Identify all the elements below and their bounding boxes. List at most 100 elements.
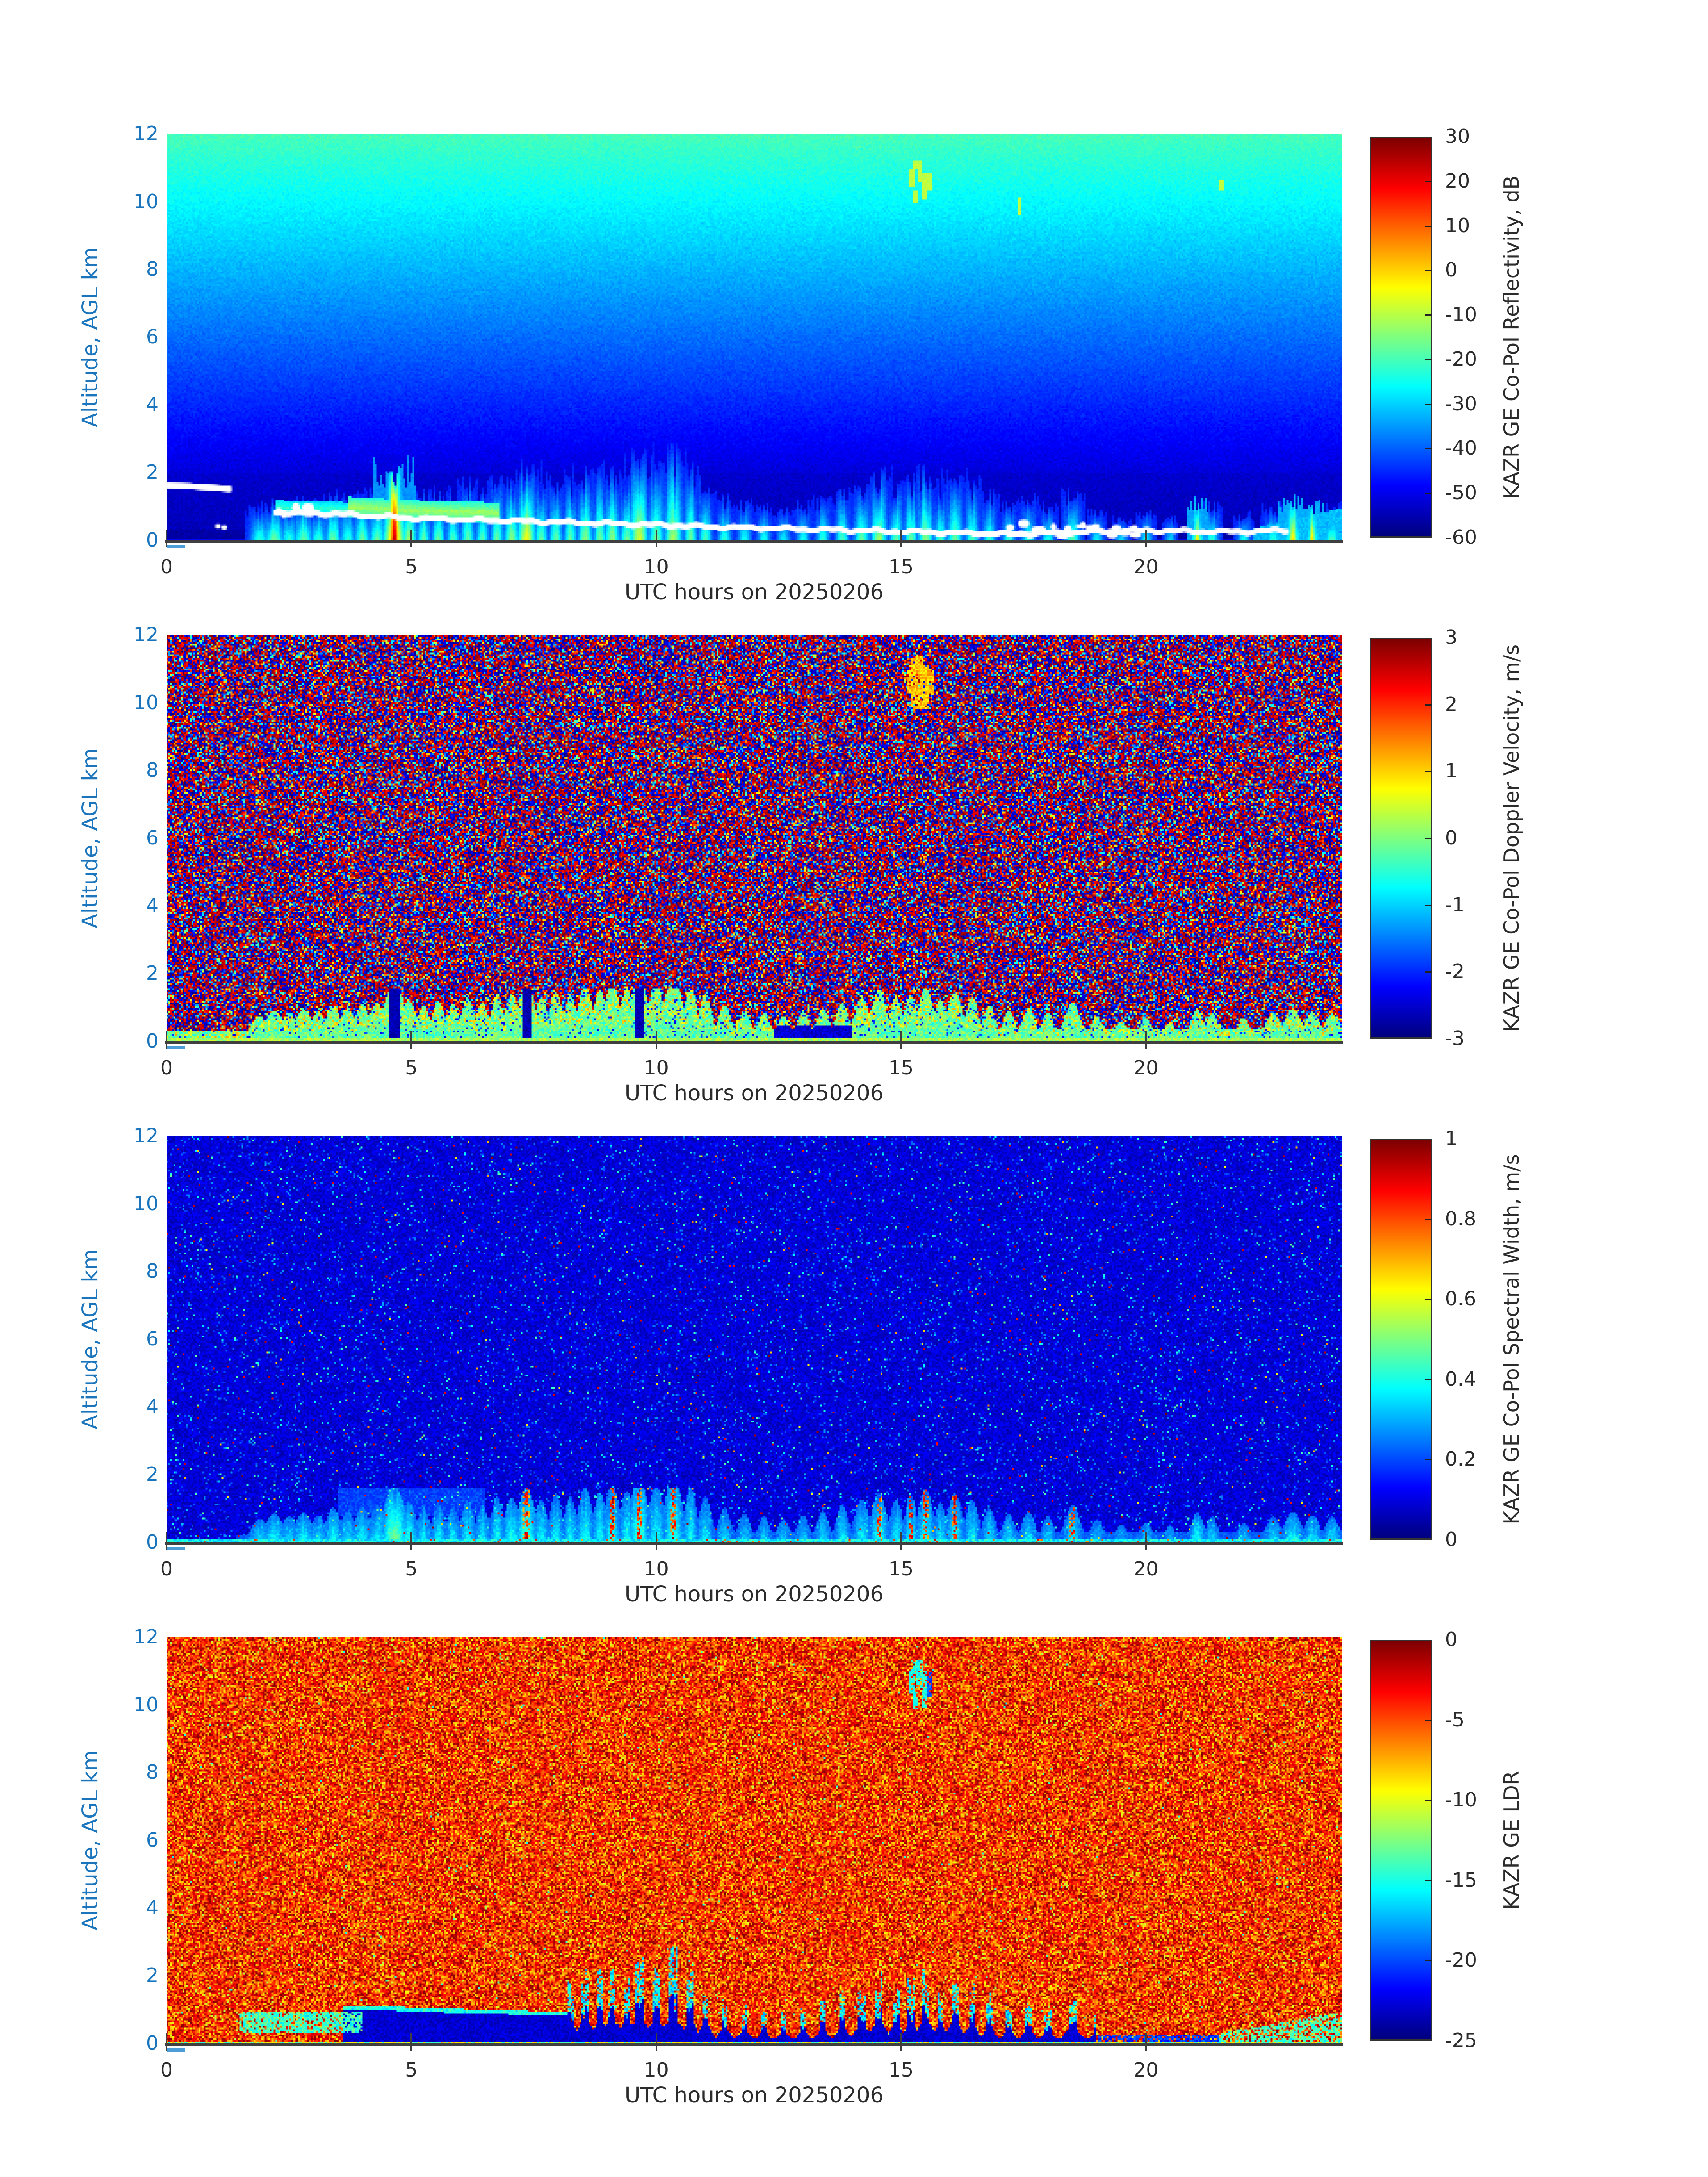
colorbar-velocity [1370, 638, 1432, 1039]
x-tick-mark [166, 2033, 167, 2051]
colorbar-tick-label: -50 [1445, 481, 1477, 505]
colorbar-tick-mark [1425, 1299, 1432, 1300]
x-tick-mark [655, 2033, 657, 2051]
y-tick-label: 0 [146, 2032, 159, 2055]
x-tick-mark [1145, 1532, 1147, 1550]
colorbar-tick-label: 1 [1445, 1127, 1457, 1150]
x-tick-label: 15 [889, 1558, 914, 1580]
colorbar-gradient [1371, 1140, 1431, 1538]
colorbar-tick-label: 20 [1445, 169, 1470, 192]
colorbar-tick-mark [1425, 314, 1432, 316]
y-tick-label: 6 [146, 326, 159, 348]
x-tick-label: 5 [405, 1057, 418, 1079]
colorbar-tick-label: 1 [1445, 760, 1457, 783]
colorbar-tick-mark [1425, 270, 1432, 272]
x-tick-label: 15 [889, 556, 914, 578]
x-axis-line [165, 540, 1343, 543]
x-tick-mark [166, 1031, 167, 1049]
y-tick-label: 8 [146, 1260, 159, 1283]
colorbar-tick-label: 10 [1445, 214, 1470, 237]
x-tick-mark [900, 530, 902, 547]
colorbar-tick-label: -1 [1445, 893, 1465, 916]
x-axis-title: UTC hours on 20250206 [625, 1081, 884, 1106]
colorbar-reflectivity [1370, 137, 1432, 538]
x-axis-title: UTC hours on 20250206 [625, 580, 884, 605]
x-tick-mark [1145, 1031, 1147, 1049]
colorbar-tick-mark [1425, 838, 1432, 839]
y-zero-tick [167, 545, 185, 548]
y-zero-tick [167, 2048, 185, 2052]
colorbar-tick-mark [1425, 403, 1432, 405]
colorbar-tick-label: -15 [1445, 1868, 1477, 1892]
colorbar-tick-label: 3 [1445, 626, 1457, 649]
colorbar-title: KAZR GE LDR [1499, 1771, 1524, 1910]
colorbar-tick-label: 0 [1445, 1528, 1457, 1551]
colorbar-tick-mark [1425, 1379, 1432, 1380]
colorbar-tick-label: -60 [1445, 526, 1477, 549]
x-tick-label: 10 [643, 2059, 669, 2081]
colorbar-tick-label: 0.8 [1445, 1207, 1476, 1230]
colorbar-tick-label: -25 [1445, 2029, 1477, 2052]
y-tick-label: 12 [134, 623, 159, 646]
x-tick-mark [655, 1031, 657, 1049]
y-tick-label: 4 [146, 393, 159, 416]
colorbar-tick-mark [1425, 704, 1432, 706]
colorbar-tick-mark [1425, 971, 1432, 973]
colorbar-tick-mark [1425, 1880, 1432, 1881]
x-tick-label: 0 [160, 2059, 173, 2081]
x-tick-label: 10 [643, 1558, 669, 1580]
y-tick-label: 12 [134, 1124, 159, 1147]
x-tick-mark [655, 530, 657, 547]
colorbar-tick-label: -3 [1445, 1027, 1465, 1050]
y-tick-label: 6 [146, 827, 159, 849]
x-tick-mark [166, 1532, 167, 1550]
y-tick-label: 10 [134, 1693, 159, 1716]
colorbar-tick-label: 0 [1445, 1628, 1457, 1651]
colorbar-tick-label: -2 [1445, 960, 1465, 983]
y-zero-tick [167, 1547, 185, 1550]
colorbar-gradient [1371, 639, 1431, 1037]
x-tick-mark [1145, 2033, 1147, 2051]
colorbar-spectral_width [1370, 1139, 1432, 1540]
colorbar-gradient [1371, 1641, 1431, 2039]
x-tick-mark [410, 530, 413, 547]
y-tick-label: 4 [146, 1395, 159, 1418]
colorbar-tick-label: -10 [1445, 1788, 1477, 1812]
y-tick-label: 8 [146, 1761, 159, 1784]
y-tick-label: 8 [146, 759, 159, 782]
colorbar-tick-label: -10 [1445, 303, 1477, 326]
x-axis-line [165, 2043, 1343, 2046]
colorbar-tick-mark [1425, 1960, 1432, 1962]
y-tick-label: 8 [146, 258, 159, 281]
colorbar-tick-label: -5 [1445, 1708, 1465, 1731]
colorbar-tick-mark [1425, 1800, 1432, 1801]
y-tick-label: 10 [134, 1192, 159, 1215]
colorbar-tick-label: -30 [1445, 392, 1477, 415]
x-tick-mark [655, 1532, 657, 1550]
y-tick-label: 12 [134, 122, 159, 145]
y-tick-label: 10 [134, 190, 159, 213]
colorbar-tick-label: 0 [1445, 827, 1457, 849]
y-axis-title: Altitude, AGL km [78, 1750, 103, 1930]
colorbar-tick-mark [1425, 448, 1432, 450]
x-tick-label: 15 [889, 2059, 914, 2081]
x-tick-label: 5 [405, 556, 418, 578]
y-tick-label: 4 [146, 1896, 159, 1919]
colorbar-tick-label: 0 [1445, 259, 1457, 282]
x-tick-mark [1145, 530, 1147, 547]
x-tick-mark [900, 2033, 902, 2051]
colorbar-tick-label: 30 [1445, 125, 1470, 148]
colorbar-tick-mark [1425, 904, 1432, 906]
x-tick-label: 5 [405, 1558, 418, 1580]
x-axis-line [165, 1041, 1343, 1044]
heatmap-velocity [167, 635, 1342, 1041]
y-tick-label: 2 [146, 962, 159, 985]
heatmap-ldr [167, 1637, 1342, 2043]
y-tick-label: 2 [146, 461, 159, 484]
x-tick-mark [900, 1031, 902, 1049]
colorbar-tick-mark [1425, 359, 1432, 360]
